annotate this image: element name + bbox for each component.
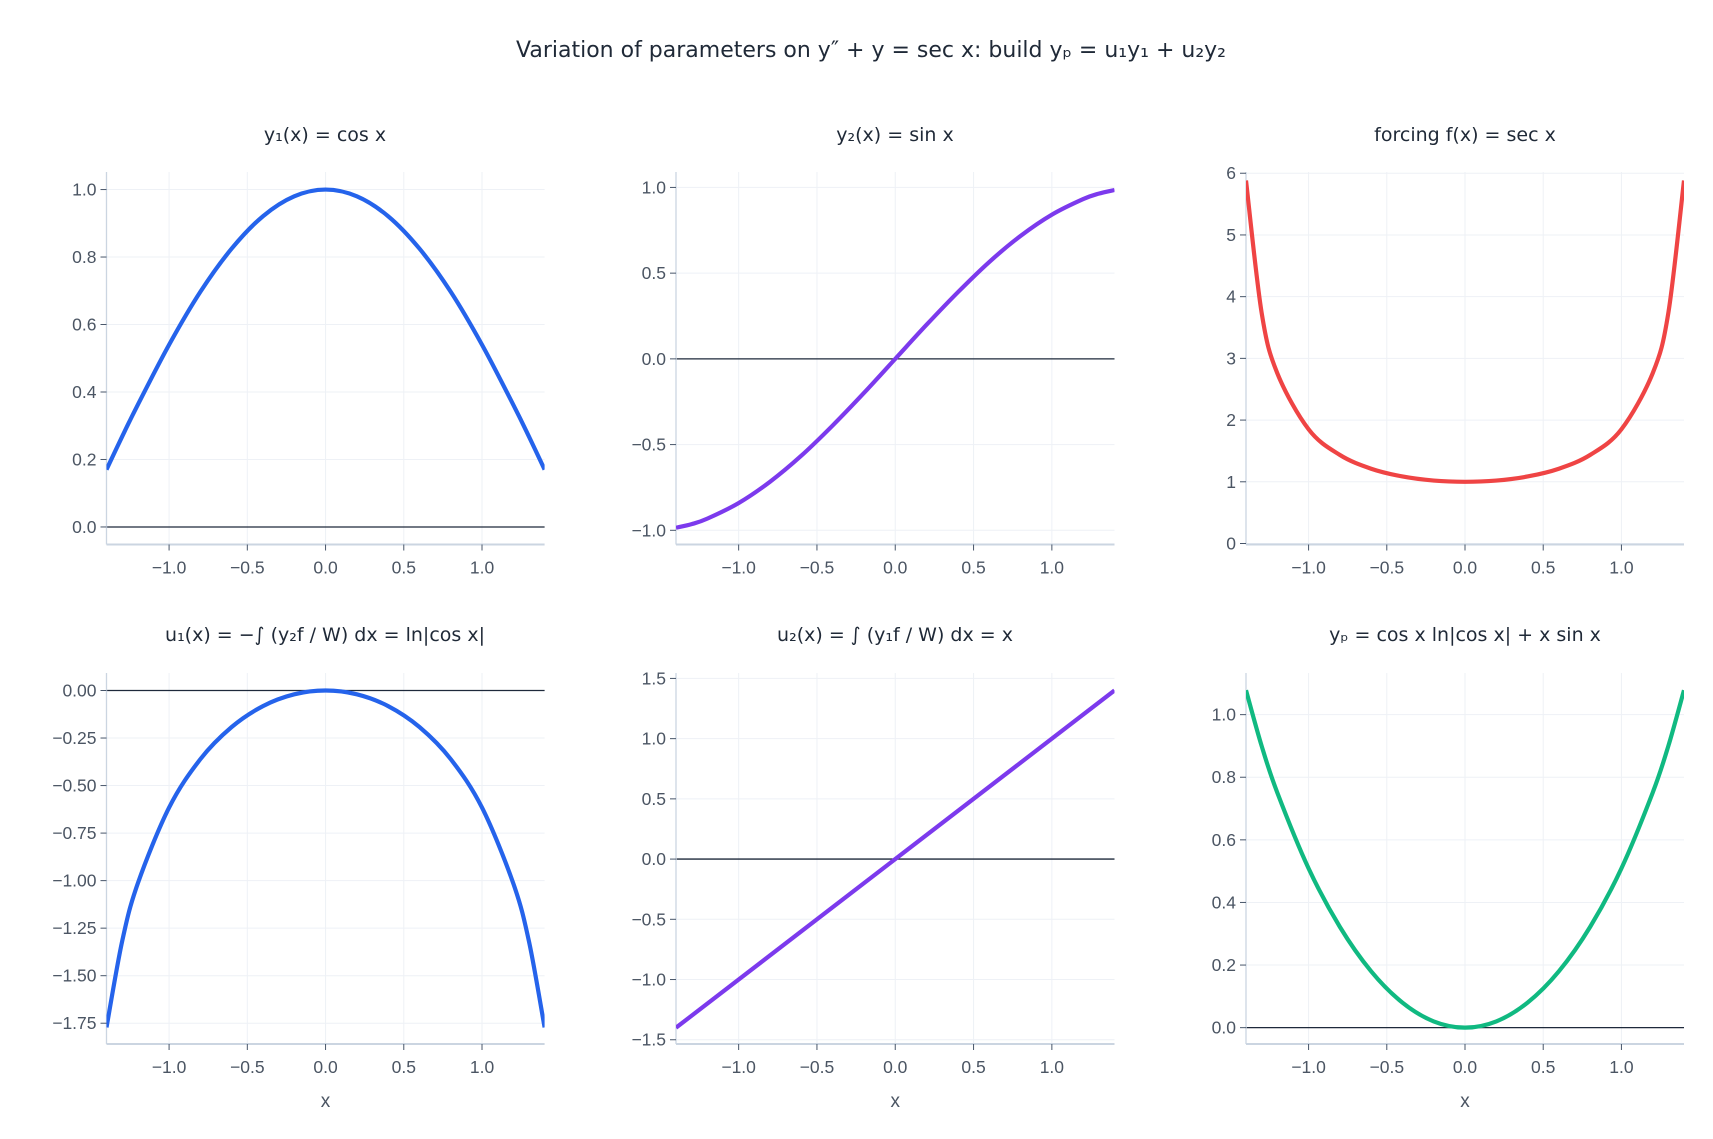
- x-tick-label: −1.0: [152, 1057, 187, 1077]
- x-tick-label: 0.0: [1453, 558, 1478, 578]
- panel-5: −1.0 −0.5 0.0 0.5 1.0 −1.5 −1.0 −0.5 0.0 0.5 1.0 1.…: [631, 668, 1115, 1112]
- panel-2: −1.0 −0.5 0.0 0.5 1.0 −1.0 −0.5 0.0 0.5 1.0: [631, 172, 1115, 578]
- x-tick-label: 0.5: [961, 1057, 985, 1077]
- y-tick-label: −1.00: [52, 871, 97, 891]
- series-line: [1246, 689, 1684, 1030]
- y-tick-label: −1.25: [52, 918, 96, 938]
- x-axis-label: x: [891, 1091, 901, 1112]
- x-tick-label: 1.0: [470, 558, 495, 578]
- y-tick-label: 0.2: [1212, 955, 1236, 975]
- panel-title-u1: u₁(x) = −∫ (y₂f / W) dx = ln|cos x|: [165, 624, 485, 646]
- y-tick-label: −1.50: [52, 966, 97, 986]
- y-tick-label: 1: [1226, 472, 1236, 492]
- x-tick-label: 0.0: [883, 1057, 908, 1077]
- panel-3: −1.0 −0.5 0.0 0.5 1.0 0 1 2 3 4 5 6: [1226, 163, 1684, 578]
- x-tick-label: −0.5: [800, 1057, 835, 1077]
- y-tick-label: 0.8: [1212, 767, 1236, 787]
- x-tick-label: 0.0: [1453, 1057, 1478, 1077]
- panel-title-u2: u₂(x) = ∫ (y₁f / W) dx = x: [777, 624, 1013, 646]
- series-line: [676, 187, 1115, 530]
- x-tick-label: 0.5: [961, 558, 985, 578]
- y-tick-label: 0.2: [72, 449, 96, 469]
- series-line: [676, 688, 1115, 1030]
- y-tick-label: 0.6: [1212, 830, 1236, 850]
- panel-1: −1.0 −0.5 0.0 0.5 1.0 0.0 0.2 0.4 0.6 0.8 1.0: [72, 172, 545, 578]
- panel-title-forcing: forcing f(x) = sec x: [1374, 124, 1556, 146]
- series-line: [106, 187, 545, 471]
- x-tick-label: 1.0: [1040, 1057, 1065, 1077]
- x-tick-label: −1.0: [1291, 558, 1326, 578]
- y-tick-label: 0.0: [642, 349, 667, 369]
- x-tick-label: −1.0: [1291, 1057, 1326, 1077]
- series-line: [106, 688, 545, 1028]
- y-tick-label: 0.0: [72, 517, 97, 537]
- y-tick-label: 0.0: [1212, 1018, 1237, 1038]
- y-tick-label: −1.5: [631, 1030, 666, 1050]
- x-tick-label: −0.5: [230, 558, 265, 578]
- y-tick-label: 0.4: [72, 382, 97, 402]
- x-tick-label: −1.0: [721, 1057, 756, 1077]
- y-tick-label: 0.4: [1212, 892, 1237, 912]
- panel-title-y2: y₂(x) = sin x: [836, 124, 954, 146]
- y-tick-label: −0.25: [52, 728, 96, 748]
- y-tick-label: 1.5: [642, 668, 666, 688]
- panel-title-yp: yₚ = cos x ln|cos x| + x sin x: [1329, 624, 1601, 646]
- series-line: [1246, 180, 1684, 484]
- y-tick-label: −0.50: [52, 776, 97, 796]
- y-tick-label: 0.5: [642, 789, 666, 809]
- y-tick-label: 0.0: [642, 849, 667, 869]
- y-tick-label: 0.8: [72, 247, 96, 267]
- x-axis-label: x: [1460, 1091, 1470, 1112]
- y-tick-label: −0.5: [631, 435, 666, 455]
- x-tick-label: 0.0: [313, 1057, 338, 1077]
- figure-title: Variation of parameters on y″ + y = sec …: [516, 38, 1226, 63]
- y-tick-label: −1.0: [631, 520, 666, 540]
- panel-4: −1.0 −0.5 0.0 0.5 1.0 −1.75 −1.50 −1.25 −1.00 −0.…: [52, 673, 545, 1112]
- y-tick-label: 0.00: [62, 680, 96, 700]
- x-tick-label: −0.5: [1370, 558, 1405, 578]
- y-tick-label: 4: [1226, 287, 1236, 307]
- y-tick-label: 1.0: [642, 177, 667, 197]
- y-tick-label: 1.0: [72, 180, 97, 200]
- x-tick-label: 1.0: [1609, 558, 1634, 578]
- x-tick-label: 0.0: [313, 558, 338, 578]
- y-tick-label: −0.75: [52, 823, 96, 843]
- y-tick-label: 0: [1226, 534, 1236, 554]
- x-tick-label: 1.0: [1609, 1057, 1634, 1077]
- y-tick-label: 3: [1226, 348, 1236, 368]
- x-tick-label: −1.0: [152, 558, 187, 578]
- x-tick-label: −1.0: [721, 558, 756, 578]
- y-tick-label: 0.6: [72, 315, 96, 335]
- y-tick-label: 2: [1226, 410, 1236, 430]
- x-tick-label: −0.5: [800, 558, 835, 578]
- panel-title-y1: y₁(x) = cos x: [263, 124, 387, 146]
- y-tick-label: −0.5: [631, 909, 666, 929]
- x-tick-label: 0.5: [1531, 558, 1555, 578]
- x-tick-label: 1.0: [470, 1057, 495, 1077]
- y-tick-label: −1.0: [631, 970, 666, 990]
- x-tick-label: −0.5: [230, 1057, 265, 1077]
- y-tick-label: 0.5: [642, 263, 666, 283]
- x-tick-label: 0.5: [392, 1057, 416, 1077]
- x-tick-label: 0.0: [883, 558, 908, 578]
- panel-6: −1.0 −0.5 0.0 0.5 1.0 0.0 0.2 0.4 0.6 0.8 1.0 x: [1212, 673, 1684, 1112]
- x-axis-label: x: [321, 1091, 331, 1112]
- y-tick-label: 6: [1226, 163, 1236, 183]
- y-tick-label: −1.75: [52, 1013, 96, 1033]
- y-tick-label: 1.0: [1212, 705, 1237, 725]
- y-tick-label: 1.0: [642, 729, 667, 749]
- x-tick-label: 1.0: [1040, 558, 1065, 578]
- y-tick-label: 5: [1226, 225, 1236, 245]
- x-tick-label: 0.5: [1531, 1057, 1555, 1077]
- x-tick-label: 0.5: [392, 558, 416, 578]
- x-tick-label: −0.5: [1370, 1057, 1405, 1077]
